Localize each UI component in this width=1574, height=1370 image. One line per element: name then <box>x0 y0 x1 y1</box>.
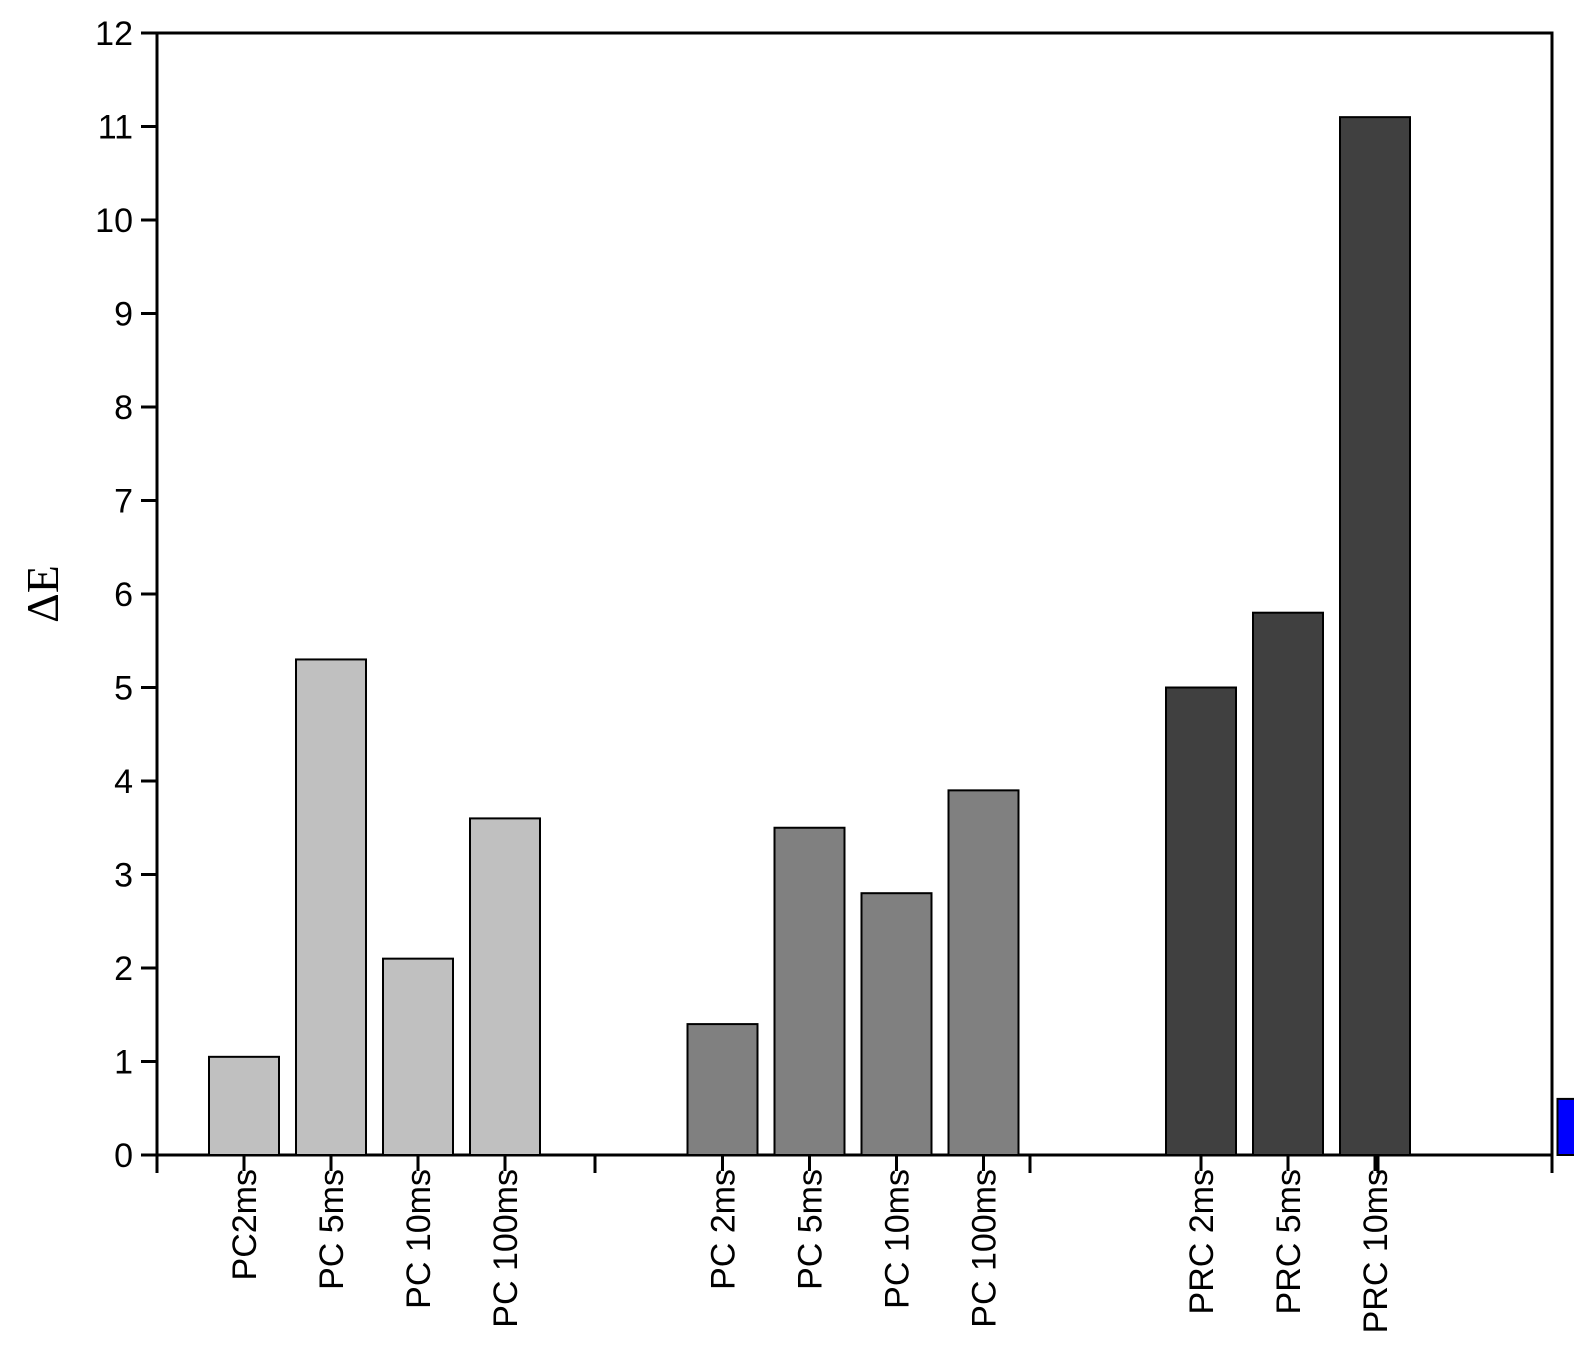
bar-pc2ms <box>208 1055 280 1156</box>
x-tick-label: PRC 10ms <box>1357 1169 1395 1333</box>
x-tick-label: PC 100ms <box>487 1169 525 1328</box>
bar-dc <box>1556 1097 1574 1157</box>
x-tick-label: PC 10ms <box>400 1169 438 1309</box>
bar-pc-2ms <box>686 1023 759 1156</box>
bar-pc-100ms <box>947 789 1020 1156</box>
x-tick-label: PC 5ms <box>313 1169 351 1290</box>
y-tick-label: 10 <box>95 202 133 240</box>
x-tick-label: PC 10ms <box>879 1169 917 1309</box>
x-tick-label: PC 100ms <box>966 1169 1004 1328</box>
y-tick-label: 9 <box>114 296 133 334</box>
bar-pc-100ms <box>469 817 541 1157</box>
x-tick-label: PC 5ms <box>792 1169 830 1290</box>
bar-pc-5ms <box>773 826 846 1156</box>
bar-prc-10ms <box>1339 116 1411 1156</box>
y-tick-label: 4 <box>114 763 133 801</box>
bar-pc-10ms <box>860 892 933 1156</box>
y-tick-label: 12 <box>95 15 133 53</box>
x-tick-label: PC2ms <box>226 1169 264 1280</box>
bar-prc-2ms <box>1165 686 1237 1156</box>
y-tick-label: 2 <box>114 950 133 988</box>
y-tick-label: 3 <box>114 857 133 895</box>
bar-pc-10ms <box>382 957 454 1157</box>
y-tick-label: 11 <box>98 109 133 147</box>
x-tick-label: PC 2ms <box>705 1169 743 1290</box>
y-tick-label: 0 <box>114 1137 133 1175</box>
x-tick-label: PRC 2ms <box>1183 1169 1221 1314</box>
y-tick-label: 6 <box>114 576 133 614</box>
y-tick-label: 7 <box>114 483 133 521</box>
bars-layer <box>208 116 1574 1157</box>
bar-prc-5ms <box>1252 611 1324 1156</box>
y-tick-label: 5 <box>114 670 133 708</box>
y-tick-label: 1 <box>114 1044 133 1082</box>
y-tick-label: 8 <box>114 389 133 427</box>
x-tick-label: PRC 5ms <box>1270 1169 1308 1314</box>
y-axis-title: ΔE <box>17 565 68 623</box>
x-axis-labels: PC2ms PC 5ms PC 10ms PC 100ms PC 2ms PC 5ms PC… <box>226 1169 1395 1333</box>
bar-pc-5ms <box>295 658 367 1156</box>
